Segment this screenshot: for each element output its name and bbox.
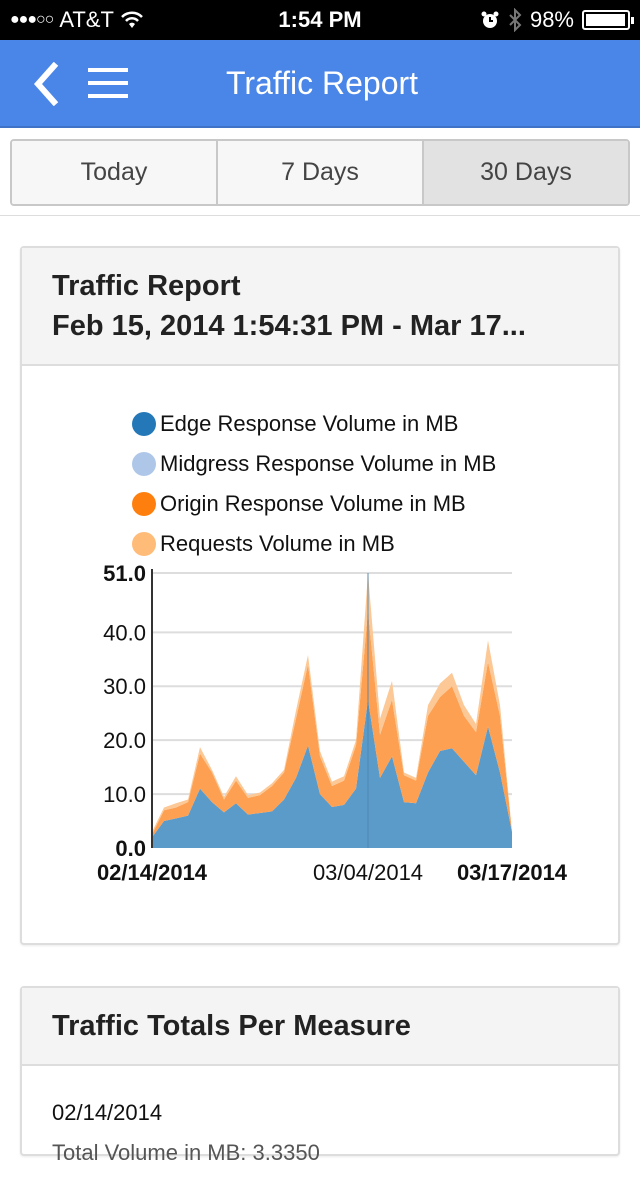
svg-text:03/04/2014: 03/04/2014 xyxy=(313,860,423,885)
alarm-icon xyxy=(481,11,499,28)
carrier-label: AT&T xyxy=(59,7,114,32)
segment-30-days[interactable]: 30 Days xyxy=(424,141,628,204)
segment-today[interactable]: Today xyxy=(12,141,218,204)
totals-line: Total Volume in MB: 3.3350 xyxy=(52,1140,320,1165)
svg-text:51.0: 51.0 xyxy=(103,561,146,586)
card-header: Traffic Totals Per Measure xyxy=(22,988,618,1066)
clock: 1:54 PM xyxy=(278,7,362,32)
card-header: Traffic Report Feb 15, 2014 1:54:31 PM -… xyxy=(22,248,618,366)
chart-legend: Edge Response Volume in MB Midgress Resp… xyxy=(132,404,496,564)
legend-item-midgress[interactable]: Midgress Response Volume in MB xyxy=(132,444,496,484)
svg-text:0.0: 0.0 xyxy=(115,836,146,861)
svg-text:10.0: 10.0 xyxy=(103,782,146,807)
signal-strength-icon: ●●●○○ xyxy=(10,11,54,28)
legend-dot-icon xyxy=(132,452,156,476)
legend-dot-icon xyxy=(132,532,156,556)
legend-dot-icon xyxy=(132,412,156,436)
date-range: Feb 15, 2014 1:54:31 PM - Mar 17... xyxy=(52,310,526,342)
svg-text:03/17/2014: 03/17/2014 xyxy=(457,860,568,885)
svg-text:40.0: 40.0 xyxy=(103,620,146,645)
card-title: Traffic Totals Per Measure xyxy=(52,1010,411,1042)
legend-dot-icon xyxy=(132,492,156,516)
svg-text:30.0: 30.0 xyxy=(103,674,146,699)
totals-date: 02/14/2014 xyxy=(52,1100,163,1125)
stacked-area-chart[interactable]: 0.0 10.0 20.0 30.0 40.0 51.0 02/14/2014 03/04/2… xyxy=(22,248,618,943)
svg-text:02/14/2014: 02/14/2014 xyxy=(97,860,208,885)
hamburger-menu-icon[interactable] xyxy=(88,68,128,100)
back-chevron-icon[interactable] xyxy=(28,62,62,106)
legend-item-origin[interactable]: Origin Response Volume in MB xyxy=(132,484,496,524)
page-title: Traffic Report xyxy=(225,65,419,101)
svg-text:20.0: 20.0 xyxy=(103,728,146,753)
bluetooth-icon xyxy=(509,8,522,32)
card-title: Traffic Report xyxy=(52,270,241,302)
legend-item-requests[interactable]: Requests Volume in MB xyxy=(132,524,496,564)
battery-percent: 98% xyxy=(529,7,574,32)
divider xyxy=(0,215,640,216)
battery-icon xyxy=(582,10,634,30)
wifi-icon xyxy=(121,11,143,28)
time-range-segmented-control: Today 7 Days 30 Days xyxy=(10,139,630,206)
legend-item-edge[interactable]: Edge Response Volume in MB xyxy=(132,404,496,444)
traffic-report-card: Traffic Report Feb 15, 2014 1:54:31 PM -… xyxy=(20,246,620,945)
status-bar: ●●●○○ AT&T 1:54 PM 98% xyxy=(0,0,640,40)
traffic-totals-card: Traffic Totals Per Measure 02/14/2014 To… xyxy=(20,986,620,1165)
segment-7-days[interactable]: 7 Days xyxy=(218,141,424,204)
navigation-bar: Traffic Report xyxy=(0,40,640,128)
